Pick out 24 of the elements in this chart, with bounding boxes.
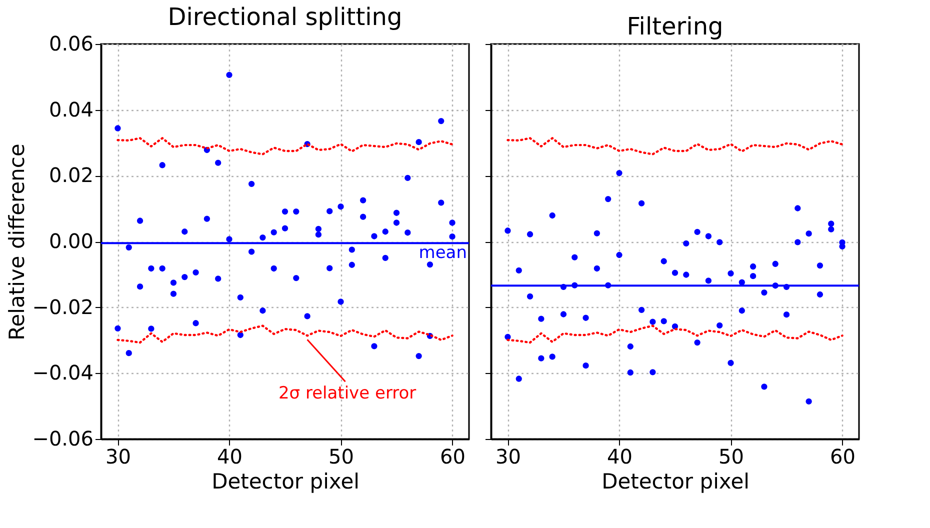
- y-axis-title: Relative difference: [5, 144, 30, 340]
- annotation: 2σ relative error: [278, 384, 416, 404]
- x-tick-label: 50: [718, 444, 744, 468]
- x-axis-title: Detector pixel: [212, 470, 360, 494]
- x-tick-label: 40: [217, 444, 242, 468]
- y-tick-label: 0.06: [48, 32, 94, 56]
- y-tick-label: 0.02: [48, 163, 94, 188]
- x-tick-label: 30: [496, 444, 521, 468]
- y-tick-label: 0.00: [48, 229, 94, 253]
- line-series: [116, 324, 454, 344]
- x-tick-label: 40: [607, 444, 632, 468]
- x-axis-title: Detector pixel: [602, 470, 750, 494]
- ref-line-label: mean: [418, 243, 467, 264]
- chart-title: Filtering: [626, 12, 724, 40]
- x-tick-label: 30: [106, 444, 131, 468]
- y-tick-label: 0.04: [48, 97, 94, 122]
- x-tick-label: 60: [830, 444, 856, 468]
- chart-title: Directional splitting: [168, 3, 402, 31]
- y-tick-label: −0.02: [32, 294, 94, 319]
- x-tick-label: 50: [328, 444, 354, 468]
- y-tick-label: −0.06: [32, 426, 94, 450]
- y-tick-label: −0.04: [32, 360, 94, 385]
- line-series: [116, 137, 454, 156]
- x-tick-label: 60: [440, 444, 466, 468]
